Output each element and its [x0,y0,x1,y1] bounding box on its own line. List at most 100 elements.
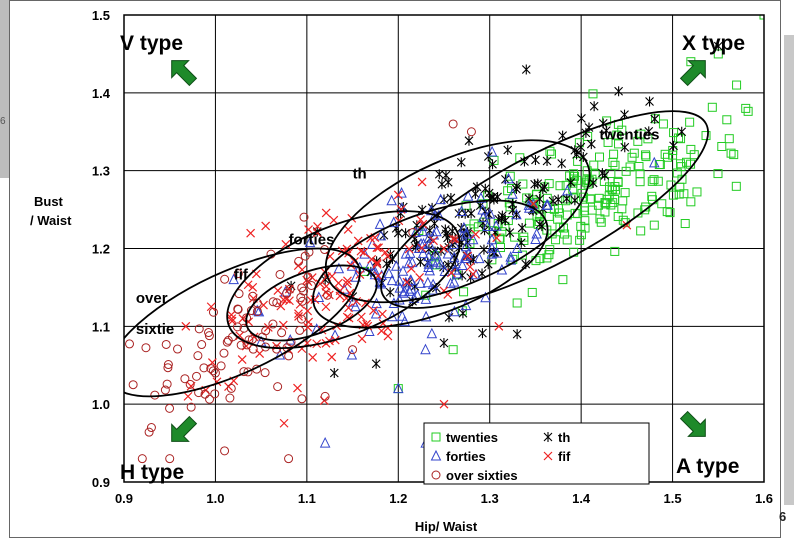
data-point-x [334,278,343,288]
data-point-circle [219,348,229,358]
data-point-triangle [420,310,432,322]
data-point-triangle [449,305,460,317]
data-point-square [565,171,575,181]
y-tick-label: 0.9 [92,475,110,490]
data-point-square [461,200,471,210]
data-point-circle [141,343,151,353]
data-point-circle [222,337,232,347]
data-point-x [402,277,412,287]
data-point-triangle [370,307,382,319]
data-point-square [621,166,631,176]
data-point-triangle [228,273,240,285]
data-point-circle [248,291,258,301]
data-point-triangle [383,267,395,279]
data-point-asterisk [483,259,493,270]
data-point-circle [223,335,233,345]
data-point-square [555,181,565,191]
arrow-shape [171,60,198,87]
data-point-square [641,152,651,162]
data-point-x [471,229,481,239]
data-point-triangle [420,293,432,304]
data-point-square [717,141,727,151]
x-tick-label: 1.3 [481,491,499,506]
data-point-square [617,204,627,214]
data-point-square [651,114,661,124]
data-point-square [589,160,599,170]
data-point-x [276,301,286,311]
legend-label: over sixties [446,468,518,483]
data-point-circle [210,368,220,378]
data-point-circle [466,127,476,137]
data-point-square [613,177,623,187]
data-point-triangle [371,297,382,309]
data-point-x [303,306,313,316]
data-point-circle [160,385,170,395]
data-point-x [324,290,334,300]
data-point-x [321,208,331,218]
data-point-triangle [486,145,498,157]
x-tick-label: 1.1 [298,491,316,506]
data-point-asterisk [489,194,499,205]
y-axis-label-line1: Bust [34,194,64,209]
data-point-x [281,239,291,249]
data-point-square [574,138,584,148]
arrow-icon [679,410,706,437]
data-point-square [618,196,628,206]
data-point-triangle [375,229,387,241]
data-point-x [404,244,414,254]
data-point-asterisk [548,196,558,207]
data-point-square [612,130,622,140]
data-point-square [606,200,616,210]
data-point-triangle [448,238,460,249]
data-point-circle [199,363,209,373]
data-point-circle [236,340,246,350]
data-point-square [510,232,520,242]
data-point-asterisk [401,228,410,239]
y-tick-label: 1.4 [92,86,111,101]
data-point-square [731,181,741,191]
data-point-triangle [406,256,418,268]
data-point-circle [128,380,138,390]
data-point-asterisk [393,227,403,238]
data-point-circle [173,344,183,354]
data-point-x [357,334,367,344]
data-point-x [406,264,416,274]
data-point-triangle [346,348,358,360]
data-point-x [374,243,384,253]
data-point-circle [242,340,252,350]
data-point-square [732,80,742,90]
data-point-square [636,226,646,236]
data-point-circle [273,382,283,392]
data-point-x [448,234,458,244]
data-point-triangle [477,211,489,223]
data-point-square [647,191,657,201]
x-tick-label: 1.5 [664,491,682,506]
data-point-triangle [423,261,434,272]
right-edge-strip [784,35,794,505]
data-point-square [544,250,554,260]
arrow-shape [679,60,706,87]
data-point-triangle [388,216,400,228]
data-point-triangle [511,208,522,220]
data-point-asterisk [713,41,723,52]
data-point-square [580,206,590,216]
arrow-shape [171,415,198,442]
data-point-triangle [460,240,472,252]
data-point-square [448,345,458,355]
data-point-square [724,134,734,144]
data-point-circle [299,212,309,222]
data-point-square [421,290,431,300]
data-point-x [465,262,475,272]
data-point-square [676,134,686,144]
y-tick-label: 1.2 [92,242,110,257]
data-point-asterisk [446,192,456,203]
data-point-triangle [368,264,380,275]
data-point-square [686,144,696,154]
data-point-x [344,303,353,313]
data-point-x [356,246,366,256]
data-point-x [304,225,313,234]
data-point-circle [165,454,175,464]
data-point-square [660,149,670,159]
data-point-square [561,196,571,206]
data-point-triangle [458,221,470,233]
